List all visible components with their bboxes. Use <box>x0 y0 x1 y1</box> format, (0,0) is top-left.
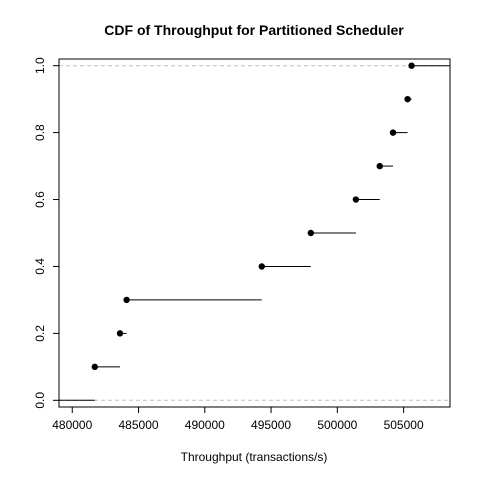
data-point-1 <box>116 330 124 337</box>
reference-lines <box>59 65 450 401</box>
x-tick-label-2: 490000 <box>185 418 225 432</box>
plot-frame <box>58 58 451 408</box>
data-point-6 <box>376 162 383 170</box>
data-point-4 <box>307 229 315 237</box>
x-tick-label-5: 505000 <box>384 418 424 432</box>
y-tick-label-0: 0.0 <box>33 392 47 409</box>
data-points <box>91 62 415 371</box>
data-point-5 <box>352 196 360 203</box>
data-point-8 <box>404 95 411 103</box>
x-axis: 480000 485000 490000 495000 500000 505000 <box>52 407 424 432</box>
x-axis-label: Throughput (transactions/s) <box>181 450 328 464</box>
x-tick-label-1: 485000 <box>119 418 159 432</box>
y-tick-label-4: 0.8 <box>33 124 47 141</box>
x-tick-label-4: 500000 <box>317 418 357 432</box>
y-tick-label-5: 1.0 <box>33 57 47 74</box>
data-point-0 <box>91 363 98 371</box>
step-segments <box>59 65 450 401</box>
chart-title: CDF of Throughput for Partitioned Schedu… <box>104 22 404 38</box>
data-point-2 <box>123 296 130 304</box>
data-point-9 <box>408 62 415 69</box>
x-tick-label-0: 480000 <box>52 418 92 432</box>
y-tick-label-2: 0.4 <box>33 258 47 275</box>
data-point-3 <box>258 263 265 270</box>
x-tick-label-3: 495000 <box>251 418 291 432</box>
y-tick-label-3: 0.6 <box>33 191 47 208</box>
y-tick-label-1: 0.2 <box>33 325 47 342</box>
y-axis: 0.0 0.2 0.4 0.6 0.8 1.0 <box>33 57 59 409</box>
data-point-7 <box>389 129 397 136</box>
